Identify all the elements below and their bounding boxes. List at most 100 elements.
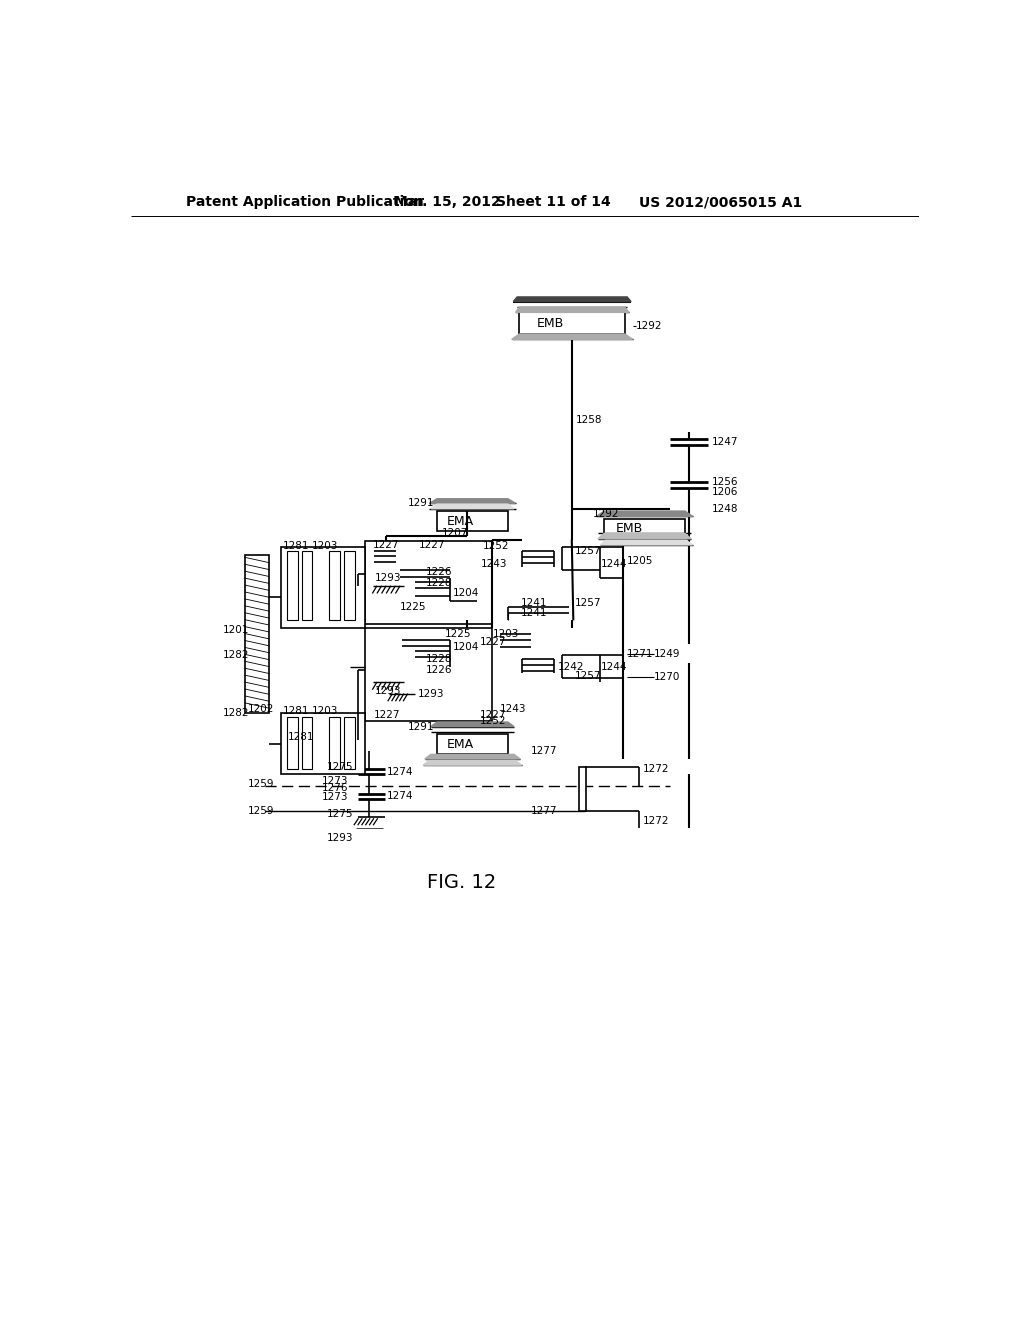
Text: 1225: 1225 bbox=[400, 602, 427, 612]
Text: 1277: 1277 bbox=[531, 746, 557, 756]
Text: Sheet 11 of 14: Sheet 11 of 14 bbox=[496, 195, 610, 210]
Text: 1206: 1206 bbox=[712, 487, 738, 496]
Text: 1292: 1292 bbox=[593, 510, 620, 519]
Text: 1226: 1226 bbox=[425, 566, 452, 577]
Text: 1248: 1248 bbox=[712, 504, 738, 513]
Text: 1277: 1277 bbox=[531, 807, 557, 816]
Bar bbox=[287, 552, 298, 620]
Text: 1227: 1227 bbox=[374, 710, 400, 721]
Text: 1227: 1227 bbox=[479, 710, 506, 721]
Text: 1227: 1227 bbox=[419, 540, 445, 550]
Text: 1244: 1244 bbox=[601, 661, 628, 672]
Text: 1225: 1225 bbox=[444, 630, 471, 639]
Text: 1293: 1293 bbox=[375, 686, 401, 696]
Text: 1291: 1291 bbox=[408, 722, 434, 731]
Text: 1293: 1293 bbox=[418, 689, 444, 698]
Text: Patent Application Publication: Patent Application Publication bbox=[186, 195, 424, 210]
Text: 1203: 1203 bbox=[493, 630, 519, 639]
Text: 1281: 1281 bbox=[288, 733, 314, 742]
Text: 1242: 1242 bbox=[558, 661, 585, 672]
Polygon shape bbox=[425, 755, 520, 759]
Text: 1201: 1201 bbox=[223, 626, 249, 635]
Text: US 2012/0065015 A1: US 2012/0065015 A1 bbox=[639, 195, 802, 210]
Text: 1204: 1204 bbox=[453, 643, 479, 652]
Text: 1282: 1282 bbox=[223, 649, 250, 660]
Text: 1252: 1252 bbox=[479, 715, 506, 726]
Bar bbox=[437, 511, 508, 531]
Text: 1202: 1202 bbox=[248, 704, 274, 714]
Text: 1271: 1271 bbox=[628, 648, 653, 659]
Bar bbox=[344, 552, 354, 620]
Text: 1257: 1257 bbox=[574, 546, 601, 556]
Text: 1272: 1272 bbox=[643, 816, 669, 825]
Bar bbox=[281, 713, 366, 775]
Text: 1293: 1293 bbox=[327, 833, 353, 842]
Text: 1244: 1244 bbox=[601, 560, 628, 569]
Text: 1257: 1257 bbox=[574, 598, 601, 609]
Polygon shape bbox=[513, 297, 631, 302]
Text: 1259: 1259 bbox=[248, 807, 274, 816]
Text: FIG. 12: FIG. 12 bbox=[427, 873, 497, 892]
Text: 1258: 1258 bbox=[575, 416, 602, 425]
Bar bbox=[281, 548, 366, 628]
Text: 1243: 1243 bbox=[500, 704, 526, 714]
Bar bbox=[330, 717, 340, 770]
Text: 1228: 1228 bbox=[425, 653, 452, 664]
Text: 1207: 1207 bbox=[441, 528, 468, 539]
Bar bbox=[245, 554, 269, 713]
Text: 1243: 1243 bbox=[481, 560, 508, 569]
Text: EMA: EMA bbox=[446, 515, 474, 528]
Text: 1247: 1247 bbox=[712, 437, 738, 446]
Text: 1257: 1257 bbox=[574, 671, 601, 681]
Text: 1274: 1274 bbox=[387, 791, 414, 801]
Bar bbox=[301, 552, 312, 620]
Text: 1275: 1275 bbox=[327, 809, 353, 820]
Text: 1205: 1205 bbox=[628, 556, 653, 566]
Text: 1204: 1204 bbox=[453, 589, 479, 598]
Text: 1252: 1252 bbox=[483, 541, 510, 550]
Text: 1226: 1226 bbox=[425, 665, 452, 676]
Bar bbox=[519, 313, 625, 334]
Text: 1203: 1203 bbox=[312, 541, 339, 552]
Text: EMB: EMB bbox=[537, 317, 564, 330]
Bar bbox=[366, 541, 493, 624]
Text: 1276: 1276 bbox=[322, 783, 348, 793]
Text: EMB: EMB bbox=[615, 523, 643, 536]
Text: 1293: 1293 bbox=[375, 573, 401, 583]
Text: 1291: 1291 bbox=[408, 499, 434, 508]
Bar bbox=[580, 767, 586, 812]
Text: 1273: 1273 bbox=[322, 776, 348, 785]
Text: 1241: 1241 bbox=[521, 598, 548, 609]
Text: 1227: 1227 bbox=[373, 540, 399, 550]
Polygon shape bbox=[598, 533, 691, 539]
Text: 1274: 1274 bbox=[387, 767, 414, 777]
Bar bbox=[344, 717, 354, 770]
Bar bbox=[604, 519, 685, 539]
Polygon shape bbox=[429, 499, 515, 503]
Text: 1275: 1275 bbox=[327, 762, 353, 772]
Text: 1228: 1228 bbox=[425, 578, 452, 589]
Polygon shape bbox=[423, 760, 521, 766]
Text: 1270: 1270 bbox=[654, 672, 681, 681]
Bar bbox=[301, 717, 312, 770]
Text: 1292: 1292 bbox=[636, 321, 663, 331]
Polygon shape bbox=[515, 308, 629, 313]
Text: 1273: 1273 bbox=[322, 792, 348, 803]
Polygon shape bbox=[600, 540, 692, 545]
Text: 1272: 1272 bbox=[643, 764, 669, 774]
Text: 1227: 1227 bbox=[479, 638, 506, 647]
Polygon shape bbox=[431, 504, 514, 508]
Text: 1256: 1256 bbox=[712, 477, 738, 487]
Text: EMA: EMA bbox=[446, 738, 474, 751]
Polygon shape bbox=[596, 511, 692, 516]
Text: 1281: 1281 bbox=[283, 706, 309, 717]
Bar bbox=[437, 734, 508, 755]
Bar bbox=[366, 628, 493, 721]
Text: 1249: 1249 bbox=[654, 648, 681, 659]
Bar bbox=[287, 717, 298, 770]
Text: 1241: 1241 bbox=[521, 607, 548, 618]
Polygon shape bbox=[431, 722, 514, 726]
Text: Mar. 15, 2012: Mar. 15, 2012 bbox=[394, 195, 501, 210]
Polygon shape bbox=[512, 334, 633, 339]
Text: 1203: 1203 bbox=[312, 706, 339, 717]
